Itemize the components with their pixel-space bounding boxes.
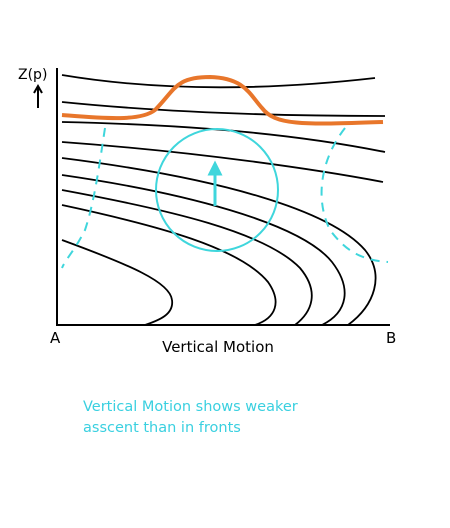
caption-line: asscent than in fronts	[83, 420, 241, 436]
isentrope	[61, 121, 386, 153]
isentrope	[61, 101, 386, 117]
left-end: A	[50, 329, 61, 347]
right-end: B	[386, 329, 396, 347]
isentrope	[61, 141, 384, 183]
isentrope	[61, 239, 173, 326]
tropopause	[61, 74, 384, 126]
y-label: Z(p)	[18, 67, 47, 83]
isentrope	[61, 157, 377, 326]
x-label: Vertical Motion	[162, 338, 274, 356]
isentrope	[61, 204, 277, 326]
ascent-circle	[155, 128, 279, 252]
isentrope	[61, 174, 346, 326]
caption-line: Vertical Motion shows weaker	[83, 399, 298, 415]
isentrope	[61, 74, 376, 89]
isentrope	[61, 189, 313, 326]
up-arrow-head	[33, 83, 43, 94]
isentropes	[61, 74, 386, 326]
dashed-boundary	[320, 127, 389, 263]
dashed-boundary	[61, 127, 106, 269]
